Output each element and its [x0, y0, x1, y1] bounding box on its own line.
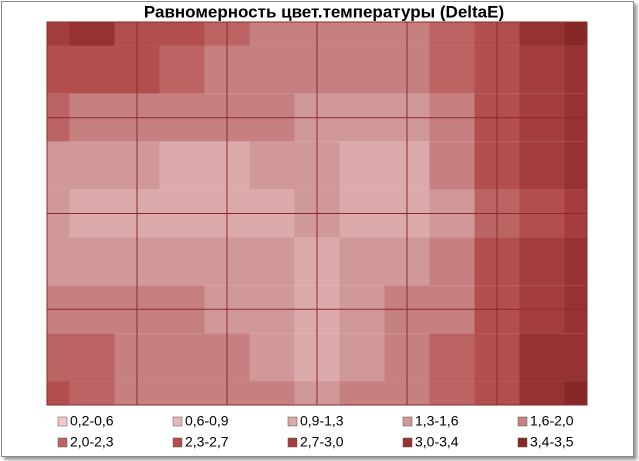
- contour-cell: [47, 333, 70, 382]
- contour-cell: [519, 45, 565, 94]
- contour-cell: [47, 141, 70, 190]
- legend-label: 3,4-3,5: [530, 434, 574, 450]
- contour-cell: [339, 237, 385, 286]
- contour-cell: [429, 22, 475, 46]
- legend-swatch: [57, 437, 68, 448]
- contour-cell: [69, 141, 115, 190]
- contour-cell: [339, 45, 385, 94]
- contour-cell: [429, 381, 475, 405]
- legend-label: 0,9-1,3: [300, 413, 344, 429]
- legend-swatch: [57, 416, 68, 427]
- contour-cell: [47, 22, 70, 46]
- contour-cell: [159, 381, 205, 405]
- contour-cell: [47, 381, 70, 405]
- contour-cell: [69, 381, 115, 405]
- contour-cell: [564, 333, 587, 382]
- legend-swatch: [287, 416, 298, 427]
- contour-cell: [519, 381, 565, 405]
- legend-label: 3,0-3,4: [415, 434, 459, 450]
- contour-cell: [249, 45, 295, 94]
- legend-label: 2,0-2,3: [70, 434, 114, 450]
- legend-swatch: [172, 437, 183, 448]
- plot-border: [46, 21, 588, 406]
- contour-cell: [429, 237, 475, 286]
- legend-label: 2,7-3,0: [300, 434, 344, 450]
- contour-cell: [69, 22, 115, 46]
- contour-cell: [519, 237, 565, 286]
- contour-cell: [69, 333, 115, 382]
- contour-cell: [159, 333, 205, 382]
- contour-cell: [564, 381, 587, 405]
- contour-cell: [159, 237, 205, 286]
- contour-cell: [249, 333, 295, 382]
- contour-cell: [339, 381, 385, 405]
- contour-cell: [429, 141, 475, 190]
- contour-cell: [249, 237, 295, 286]
- contour-cell: [339, 141, 385, 190]
- contour-cell: [159, 45, 205, 94]
- contour-cell: [564, 141, 587, 190]
- contour-cell: [159, 141, 205, 190]
- legend-label: 2,3-2,7: [185, 434, 229, 450]
- contour-cell: [47, 237, 70, 286]
- legend-label: 0,2-0,6: [70, 413, 114, 429]
- contour-cell: [429, 45, 475, 94]
- contour-cell: [564, 22, 587, 46]
- contour-cell: [69, 237, 115, 286]
- chart-title: Равномерность цвет.температуры (DeltaE): [144, 2, 504, 21]
- contour-cell: [249, 381, 295, 405]
- contour-cell: [564, 45, 587, 94]
- legend-swatch: [287, 437, 298, 448]
- contour-cell: [47, 45, 70, 94]
- legend-swatch: [172, 416, 183, 427]
- legend-swatch: [402, 437, 413, 448]
- contour-cell: [519, 141, 565, 190]
- legend-swatch: [517, 416, 528, 427]
- legend-label: 0,6-0,9: [185, 413, 229, 429]
- legend-swatch: [402, 416, 413, 427]
- legend-label: 1,3-1,6: [415, 413, 459, 429]
- contour-cell: [564, 237, 587, 286]
- contour-cell: [519, 22, 565, 46]
- contour-cell: [159, 22, 205, 46]
- legend-swatch: [517, 437, 528, 448]
- contour-cell: [69, 45, 115, 94]
- legend-label: 1,6-2,0: [530, 413, 574, 429]
- contour-cell: [249, 22, 295, 46]
- contour-cell: [339, 22, 385, 46]
- contour-cell: [339, 333, 385, 382]
- contour-cell: [249, 141, 295, 190]
- contour-cell: [429, 333, 475, 382]
- contour-cell: [519, 333, 565, 382]
